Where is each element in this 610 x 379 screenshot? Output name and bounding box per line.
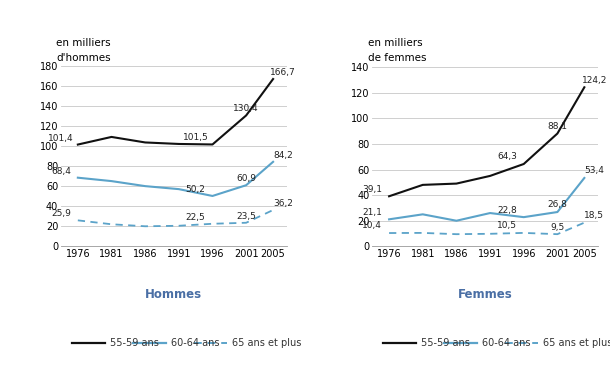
Text: en milliers: en milliers (57, 38, 111, 49)
Text: 130,4: 130,4 (234, 105, 259, 113)
Text: 124,2: 124,2 (582, 76, 607, 85)
Text: 84,2: 84,2 (273, 151, 293, 160)
Text: 22,5: 22,5 (186, 213, 206, 222)
Text: 25,9: 25,9 (51, 209, 71, 218)
Text: 18,5: 18,5 (584, 211, 605, 220)
Text: 39,1: 39,1 (362, 185, 382, 194)
Text: 166,7: 166,7 (270, 68, 296, 77)
Text: 9,5: 9,5 (550, 222, 564, 232)
Text: 23,5: 23,5 (236, 212, 256, 221)
Text: en milliers: en milliers (368, 38, 422, 49)
Text: 68,4: 68,4 (51, 167, 71, 176)
Text: 50,2: 50,2 (185, 185, 206, 194)
Text: 60,9: 60,9 (236, 174, 256, 183)
Text: Hommes: Hommes (145, 288, 203, 301)
Text: 60-64 ans: 60-64 ans (171, 338, 220, 348)
Text: 22,8: 22,8 (497, 205, 517, 215)
Text: d'hommes: d'hommes (57, 53, 111, 63)
Text: Femmes: Femmes (458, 288, 512, 301)
Text: 26,8: 26,8 (547, 200, 567, 210)
Text: 10,4: 10,4 (362, 221, 382, 230)
Text: 36,2: 36,2 (273, 199, 293, 208)
Text: 101,5: 101,5 (183, 133, 209, 143)
Text: 65 ans et plus: 65 ans et plus (232, 338, 301, 348)
Text: 21,1: 21,1 (362, 208, 382, 217)
Text: 55-59 ans: 55-59 ans (422, 338, 470, 348)
Text: 10,5: 10,5 (497, 221, 517, 230)
Text: 53,4: 53,4 (584, 166, 605, 175)
Text: 60-64 ans: 60-64 ans (483, 338, 531, 348)
Text: 64,3: 64,3 (497, 152, 517, 161)
Text: 65 ans et plus: 65 ans et plus (544, 338, 610, 348)
Text: 55-59 ans: 55-59 ans (110, 338, 159, 348)
Text: 88,1: 88,1 (547, 122, 567, 131)
Text: de femmes: de femmes (368, 53, 426, 63)
Text: 101,4: 101,4 (48, 133, 74, 143)
